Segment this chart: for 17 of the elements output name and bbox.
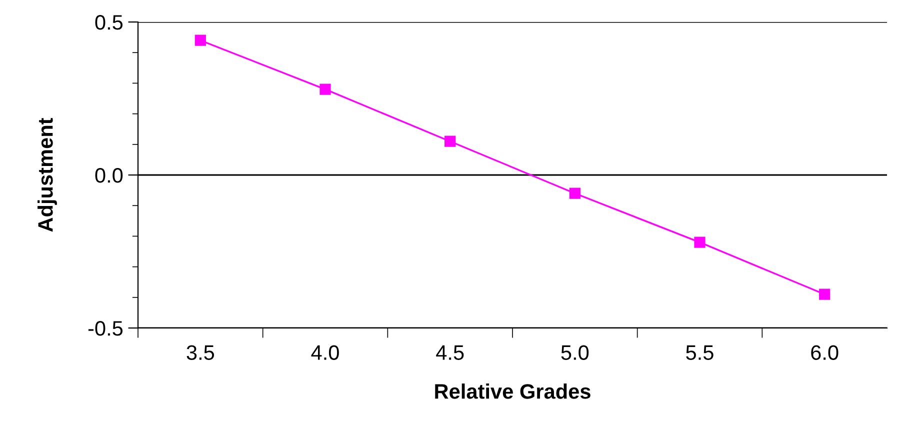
point <box>444 136 456 147</box>
x-tick-label: 4.0 <box>311 345 339 360</box>
point <box>569 188 580 199</box>
x-tick-label: 4.5 <box>436 345 464 360</box>
y-tick-label: 0.0 <box>95 168 123 183</box>
x-tick-label: 5.0 <box>561 345 589 360</box>
y-axis-title: Adjustment <box>38 118 57 232</box>
point <box>194 34 206 46</box>
point <box>819 288 830 300</box>
x-tick-label: 3.5 <box>186 345 214 360</box>
x-tick-label: 5.5 <box>686 345 714 360</box>
point <box>694 236 706 248</box>
point <box>320 84 331 95</box>
x-axis-title: Relative Grades <box>435 384 590 399</box>
y-tick-label: 0.5 <box>95 15 123 30</box>
x-tick-label: 6.0 <box>811 345 838 360</box>
y-tick-label: -0.5 <box>88 321 123 336</box>
